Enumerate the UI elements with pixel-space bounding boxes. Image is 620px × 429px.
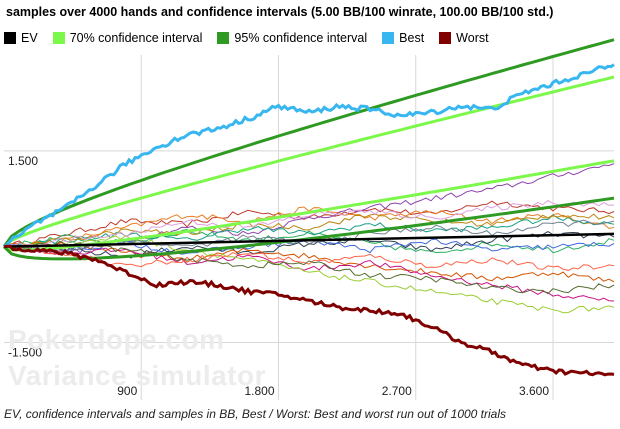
watermark-line-1: Pokerdope.com [8,324,225,355]
confidence-intervals-group [2,38,615,261]
legend-swatch-worst [439,32,452,44]
ci95-lower-line [2,196,615,261]
legend-item-ci70: 70% confidence interval [52,31,203,45]
legend-item-best: Best [382,31,424,45]
sample-series-line [4,246,615,302]
x-tick-label: 1.800 [244,384,274,398]
legend-swatch-ci70 [52,32,65,44]
ci70-lower-line [3,159,615,252]
legend-label-ci95: 95% confidence interval [234,31,368,45]
legend-label-worst: Worst [456,31,489,45]
ci70-upper-line [3,75,615,248]
sample-series-line [3,234,615,314]
footer-caption: EV, confidence intervals and samples in … [4,407,507,421]
y-tick-label: 1.500 [8,154,38,168]
best-series-line [3,63,615,248]
legend-label-ev: EV [21,31,38,45]
x-tick-label: 900 [117,384,137,398]
ci95-upper-line [2,38,615,248]
legend-label-ci70: 70% confidence interval [69,31,203,45]
chart-title: samples over 4000 hands and confidence i… [6,5,554,19]
tick-labels: 900 1.800 2.700 3.600 -1.500 1.500 [8,154,549,398]
ev-line [3,232,615,248]
sample-series-line [3,199,615,248]
legend-swatch-ci95 [217,32,230,44]
y-tick-label: -1.500 [8,346,42,360]
legend-label-best: Best [399,31,425,45]
x-tick-label: 3.600 [519,384,549,398]
watermark-line-2: Variance simulator [8,360,267,391]
x-tick-label: 2.700 [382,384,412,398]
legend-item-ci95: 95% confidence interval [217,31,367,45]
legend-swatch-best [382,32,395,44]
worst-series-line [3,244,615,377]
legend-swatch-ev [4,32,16,44]
sample-series-line [3,241,615,283]
sample-series-line [3,214,615,249]
main-series-group [3,63,615,377]
sample-series-line [3,213,615,248]
legend-item-worst: Worst [439,31,489,45]
legend: EV 70% confidence interval 95% confidenc… [4,31,504,45]
legend-item-ev: EV [4,31,38,45]
